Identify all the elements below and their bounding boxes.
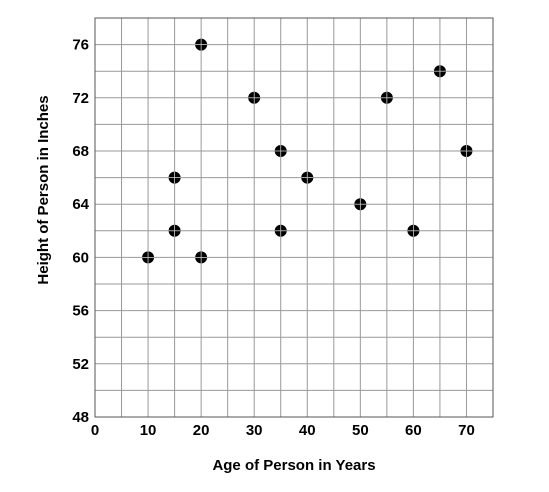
y-tick-labels: 48 52 56 60 64 68 72 76 xyxy=(72,37,89,426)
y-tick-label: 68 xyxy=(72,143,89,160)
data-point xyxy=(407,224,420,237)
y-tick-label: 60 xyxy=(72,249,89,266)
data-point xyxy=(142,251,155,264)
y-tick-label: 64 xyxy=(72,196,89,213)
x-tick-labels: 0 10 20 30 40 50 60 70 xyxy=(91,422,475,439)
data-point xyxy=(301,171,314,184)
y-tick-label: 48 xyxy=(72,409,89,426)
x-tick-label: 20 xyxy=(193,422,210,439)
data-point xyxy=(195,251,208,264)
x-tick-label: 10 xyxy=(140,422,157,439)
grid xyxy=(94,17,494,418)
plot-border xyxy=(94,17,494,418)
y-axis-label: Height of Person in Inches xyxy=(35,95,52,284)
y-tick-label: 76 xyxy=(72,37,89,54)
data-point xyxy=(248,91,261,104)
data-point xyxy=(460,145,473,157)
data-point xyxy=(195,38,208,51)
x-tick-label: 0 xyxy=(91,422,99,439)
x-tick-label: 40 xyxy=(299,422,316,439)
x-tick-label: 30 xyxy=(246,422,263,439)
data-point xyxy=(168,171,181,184)
data-point xyxy=(354,198,367,211)
x-tick-label: 60 xyxy=(405,422,422,439)
data-point xyxy=(274,145,287,157)
y-tick-label: 56 xyxy=(72,303,89,320)
x-tick-label: 50 xyxy=(352,422,369,439)
data-point xyxy=(380,91,393,104)
x-tick-label: 70 xyxy=(458,422,475,439)
data-points xyxy=(142,38,473,264)
y-tick-label: 72 xyxy=(72,90,89,107)
x-axis-label: Age of Person in Years xyxy=(212,457,375,474)
data-point xyxy=(274,224,287,237)
y-tick-label: 52 xyxy=(72,356,89,373)
plot-frame xyxy=(94,17,494,418)
data-point xyxy=(433,65,446,78)
data-point xyxy=(168,224,181,237)
